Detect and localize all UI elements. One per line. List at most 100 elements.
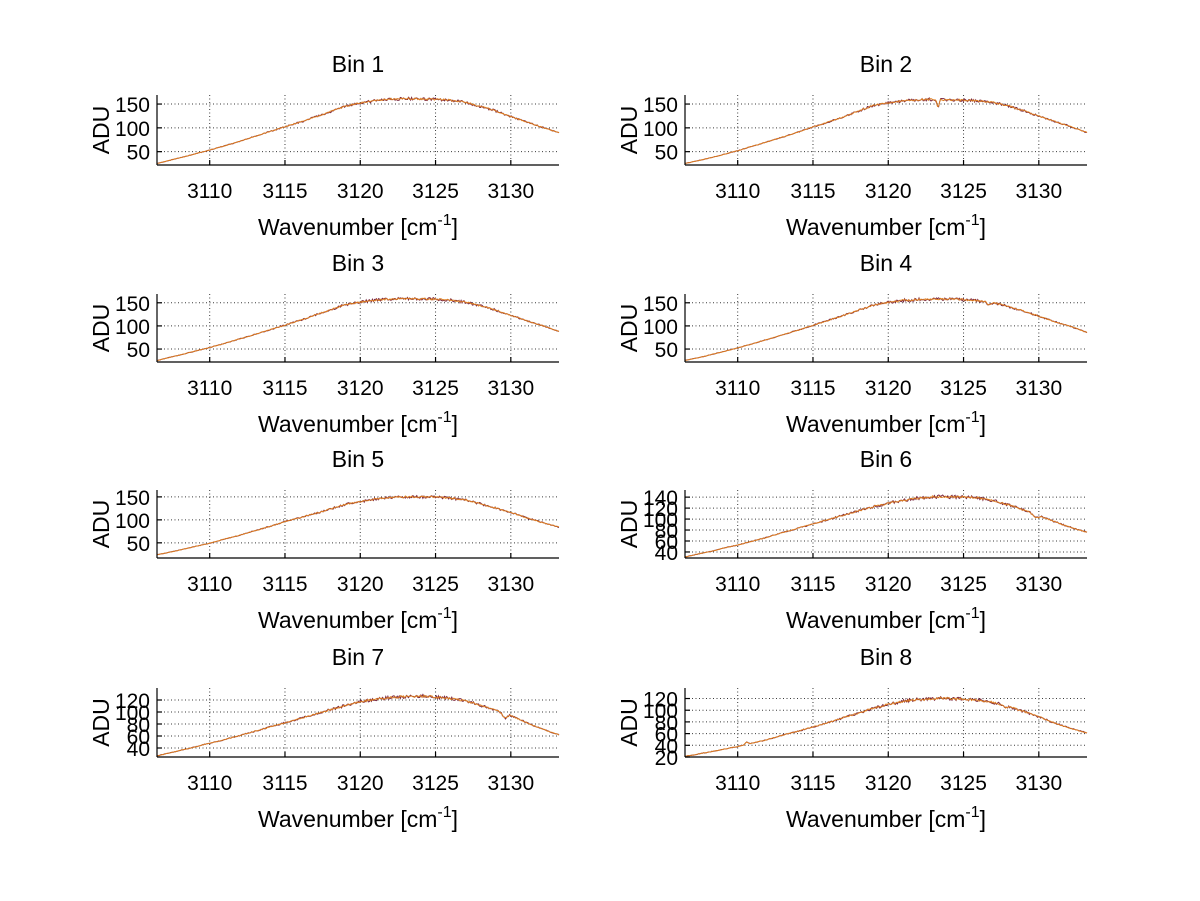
x-axis-label-main: Wavenumber [cm bbox=[786, 806, 965, 832]
y-axis-label: ADU bbox=[616, 500, 642, 549]
y-tick-label: 150 bbox=[115, 487, 150, 510]
x-tick-label: 3115 bbox=[262, 772, 307, 795]
x-axis-label-main: Wavenumber [cm bbox=[786, 411, 965, 437]
x-tick-label: 3125 bbox=[412, 573, 459, 596]
subplot-title: Bin 1 bbox=[332, 51, 384, 77]
spectrum-line bbox=[684, 297, 1088, 362]
y-tick-label: 50 bbox=[127, 339, 150, 362]
x-axis-label-end: ] bbox=[980, 214, 986, 240]
y-axis-label: ADU bbox=[88, 304, 114, 353]
x-tick-label: 3110 bbox=[187, 377, 232, 400]
y-tick-label: 150 bbox=[115, 293, 150, 316]
x-axis-label-superscript: -1 bbox=[437, 409, 451, 426]
y-tick-label: 120 bbox=[115, 690, 150, 713]
y-tick-label: 100 bbox=[643, 509, 678, 532]
x-axis-label-main: Wavenumber [cm bbox=[258, 607, 437, 633]
x-axis-label: Wavenumber [cm-1] bbox=[786, 212, 986, 240]
subplot-title: Bin 4 bbox=[860, 250, 913, 276]
x-tick-label: 3120 bbox=[337, 377, 384, 400]
x-tick-label: 3120 bbox=[865, 772, 912, 795]
x-axis-label: Wavenumber [cm-1] bbox=[786, 605, 986, 633]
x-tick-label: 3130 bbox=[487, 573, 534, 596]
x-axis-label-superscript: -1 bbox=[965, 409, 979, 426]
y-axis-label: ADU bbox=[616, 106, 642, 155]
spectrum-line bbox=[157, 694, 560, 757]
x-axis-label-end: ] bbox=[980, 411, 986, 437]
y-tick-label: 120 bbox=[643, 689, 678, 712]
y-tick-label: 100 bbox=[643, 316, 678, 339]
subplot-title: Bin 7 bbox=[332, 644, 384, 670]
x-tick-label: 3115 bbox=[262, 573, 307, 596]
y-tick-label: 50 bbox=[127, 142, 150, 165]
x-tick-label: 3110 bbox=[187, 772, 232, 795]
x-axis-label-end: ] bbox=[452, 214, 458, 240]
spectrum-underlay-line bbox=[685, 695, 1088, 757]
x-tick-label: 3130 bbox=[487, 772, 534, 795]
spectrum-line bbox=[156, 297, 560, 362]
spectrum-line bbox=[156, 97, 560, 164]
x-tick-label: 3120 bbox=[337, 573, 384, 596]
y-tick-label: 80 bbox=[127, 714, 150, 737]
spectrum-underlay-line bbox=[156, 296, 560, 362]
spectrum-line bbox=[156, 495, 560, 556]
spectrum-underlay-line bbox=[684, 97, 1088, 165]
x-axis-label-main: Wavenumber [cm bbox=[786, 214, 965, 240]
y-tick-label: 150 bbox=[643, 94, 678, 117]
x-tick-label: 3125 bbox=[412, 180, 459, 203]
x-tick-label: 3130 bbox=[487, 180, 534, 203]
x-axis-label-end: ] bbox=[980, 607, 986, 633]
y-tick-label: 40 bbox=[655, 542, 678, 565]
x-tick-label: 3120 bbox=[337, 772, 384, 795]
x-tick-label: 3115 bbox=[790, 377, 835, 400]
y-tick-label: 50 bbox=[127, 533, 150, 556]
y-tick-label: 120 bbox=[643, 498, 678, 521]
x-tick-label: 3120 bbox=[865, 377, 912, 400]
x-tick-label: 3110 bbox=[715, 772, 760, 795]
x-axis-label-superscript: -1 bbox=[965, 605, 979, 622]
y-tick-label: 150 bbox=[115, 94, 150, 117]
y-tick-label: 60 bbox=[655, 724, 678, 747]
y-tick-label: 50 bbox=[655, 339, 678, 362]
subplot-title: Bin 5 bbox=[332, 446, 384, 472]
x-tick-label: 3115 bbox=[790, 180, 835, 203]
y-tick-label: 80 bbox=[655, 712, 678, 735]
x-axis-label-main: Wavenumber [cm bbox=[258, 411, 437, 437]
x-tick-label: 3110 bbox=[715, 377, 760, 400]
x-tick-label: 3110 bbox=[715, 573, 760, 596]
y-tick-label: 100 bbox=[115, 510, 150, 533]
x-axis-label-end: ] bbox=[452, 607, 458, 633]
y-tick-label: 100 bbox=[643, 118, 678, 141]
spectrum-line bbox=[684, 98, 1088, 164]
y-tick-label: 60 bbox=[655, 531, 678, 554]
x-axis-label: Wavenumber [cm-1] bbox=[258, 605, 458, 633]
x-tick-label: 3130 bbox=[1015, 772, 1062, 795]
y-tick-label: 40 bbox=[127, 738, 150, 761]
x-tick-label: 3130 bbox=[1015, 377, 1062, 400]
x-tick-label: 3110 bbox=[715, 180, 760, 203]
x-tick-label: 3120 bbox=[337, 180, 384, 203]
x-tick-label: 3115 bbox=[262, 180, 307, 203]
y-axis-label: ADU bbox=[88, 698, 114, 747]
x-tick-label: 3120 bbox=[865, 573, 912, 596]
x-tick-label: 3130 bbox=[1015, 180, 1062, 203]
subplot-title: Bin 3 bbox=[332, 250, 384, 276]
spectrum-underlay-line bbox=[156, 96, 560, 164]
x-axis-label: Wavenumber [cm-1] bbox=[786, 804, 986, 832]
x-tick-label: 3115 bbox=[790, 573, 835, 596]
y-axis-label: ADU bbox=[88, 500, 114, 549]
spectrum-line bbox=[685, 495, 1088, 558]
x-axis-label: Wavenumber [cm-1] bbox=[786, 409, 986, 437]
y-tick-label: 100 bbox=[115, 702, 150, 725]
subplot-title: Bin 2 bbox=[860, 51, 912, 77]
y-tick-label: 140 bbox=[643, 487, 678, 510]
x-tick-label: 3110 bbox=[187, 180, 232, 203]
x-tick-label: 3125 bbox=[940, 180, 987, 203]
y-tick-label: 80 bbox=[655, 520, 678, 543]
x-tick-label: 3115 bbox=[262, 377, 307, 400]
x-tick-label: 3110 bbox=[187, 573, 232, 596]
